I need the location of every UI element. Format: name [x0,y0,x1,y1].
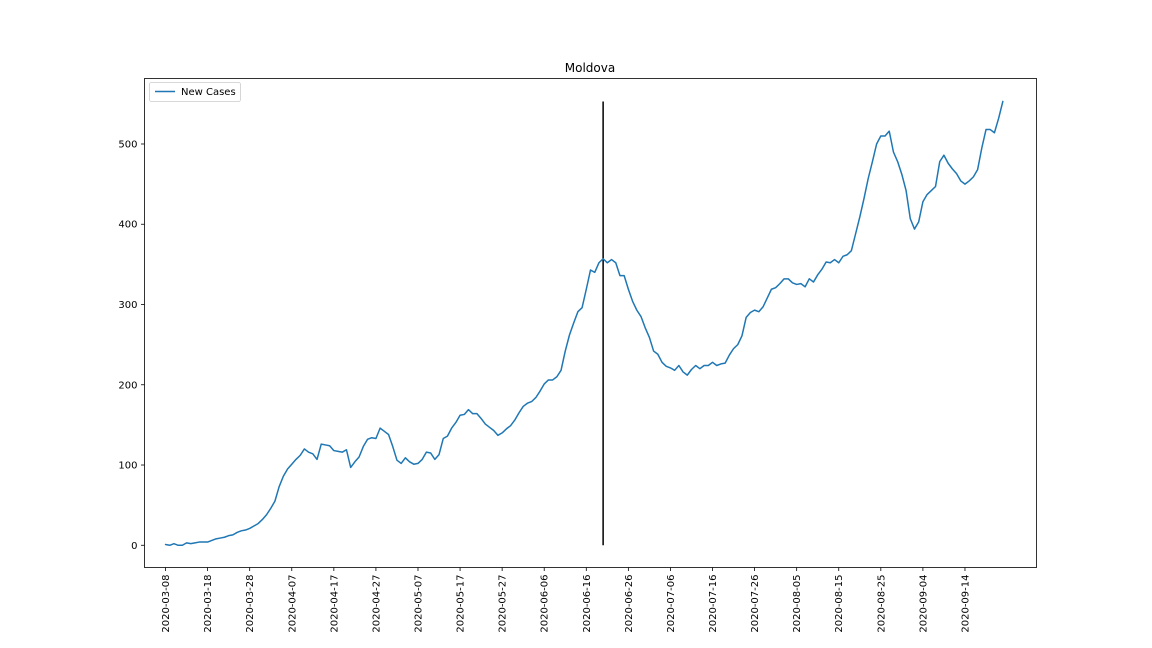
x-tick-label: 2020-07-06 [666,575,677,633]
x-axis: 2020-03-08 2020-03-18 2020-03-28 2020-04-07… [161,567,971,633]
x-tick-label: 2020-03-28 [245,575,256,633]
x-tick-label: 2020-06-16 [582,575,593,633]
chart-title: Moldova [565,61,615,75]
x-tick-label: 2020-08-15 [834,575,845,633]
y-tick-label: 100 [118,461,137,472]
series-layer [164,100,1004,547]
x-tick-label: 2020-04-07 [287,575,298,633]
y-tick-label: 200 [118,380,137,391]
y-tick-label: 0 [131,541,137,552]
legend-box [149,82,241,102]
x-tick-label: 2020-09-14 [960,575,971,633]
y-axis: 0 100 200 300 400 500 [118,139,145,552]
x-tick-label: 2020-08-25 [876,575,887,633]
x-tick-label: 2020-05-07 [413,575,424,633]
y-tick-label: 500 [118,139,137,150]
x-tick-label: 2020-05-27 [498,575,509,633]
x-tick-label: 2020-06-26 [624,575,635,633]
x-tick-label: 2020-07-26 [750,575,761,633]
x-tick-label: 2020-04-17 [329,575,340,633]
x-tick-label: 2020-05-17 [456,575,467,633]
plot-frame [144,78,1037,568]
x-tick-label: 2020-06-06 [540,575,551,633]
y-tick-label: 300 [118,300,137,311]
x-tick-label: 2020-07-16 [708,575,719,633]
x-tick-label: 2020-04-27 [371,575,382,633]
series-line-new-cases [164,100,1004,547]
legend-label-new-cases: New Cases [181,87,236,98]
y-tick-label: 400 [118,220,137,231]
x-tick-label: 2020-03-08 [161,575,172,633]
x-tick-label: 2020-09-04 [918,575,929,633]
x-tick-label: 2020-08-05 [792,575,803,633]
legend: New Cases [149,82,241,102]
x-tick-label: 2020-03-18 [203,575,214,633]
